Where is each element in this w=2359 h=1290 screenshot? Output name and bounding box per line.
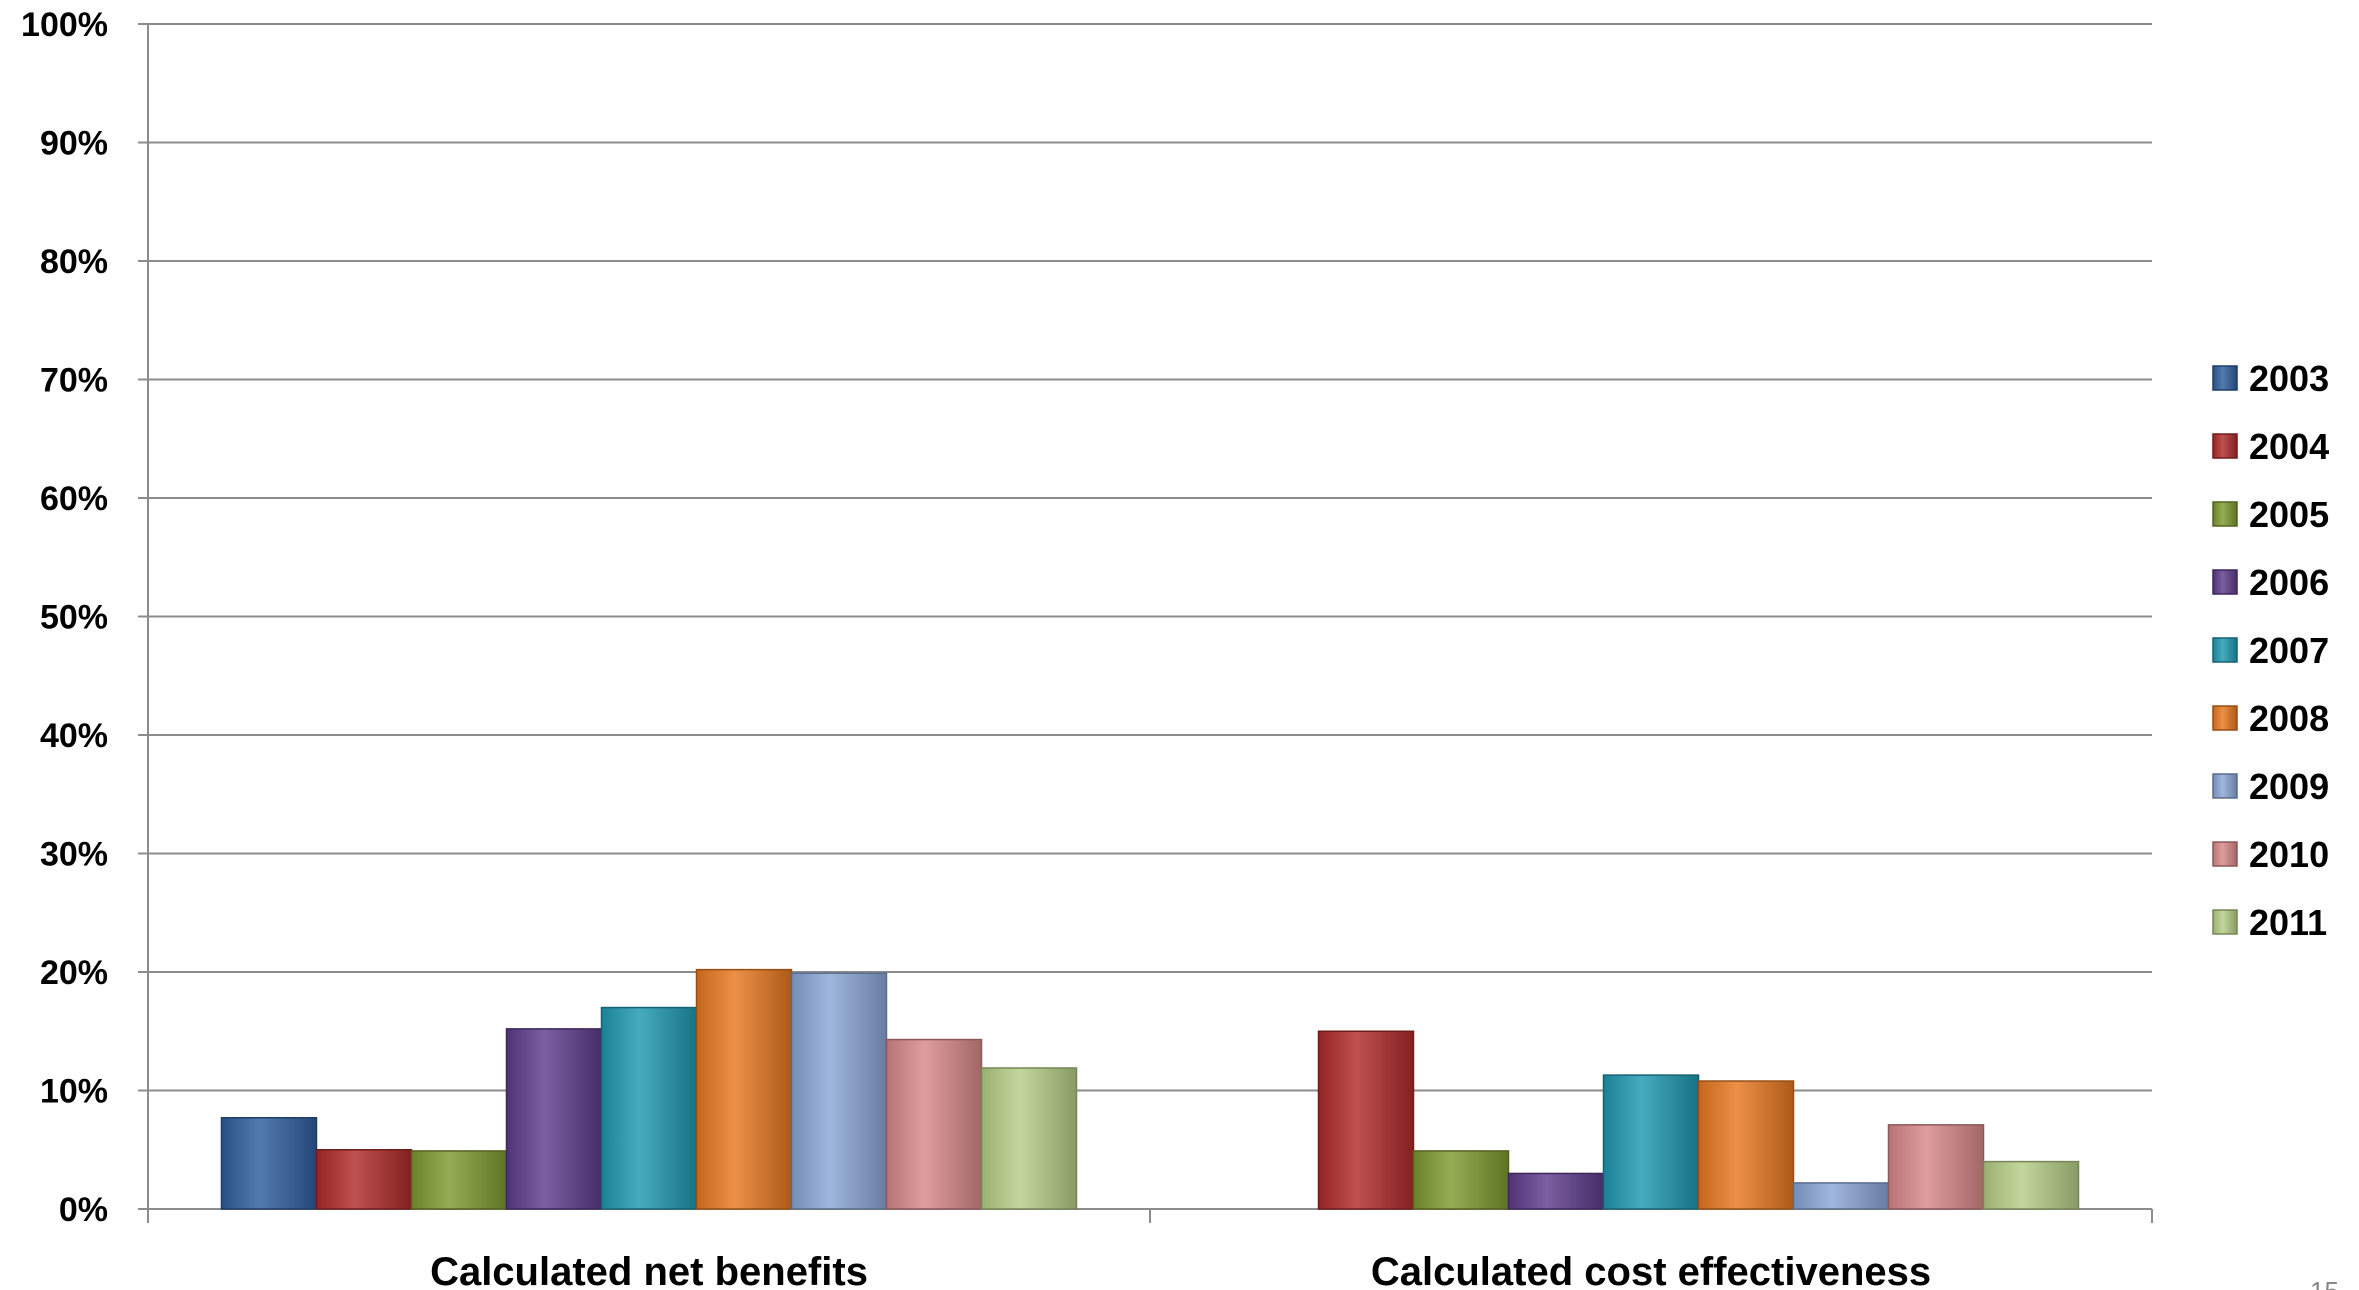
legend-label-2009: 2009 (2249, 766, 2329, 807)
legend-swatch-2010 (2212, 841, 2238, 867)
legend-swatch-2006 (2212, 569, 2238, 595)
y-tick-label: 40% (40, 717, 108, 755)
y-tick-labels: 0% 10% 20% 30% 40% 50% 60% 70% 80% 90% 100% (21, 6, 108, 1229)
legend-label-2003: 2003 (2249, 358, 2329, 399)
bar-2004-cost-effectiveness (1317, 1030, 1415, 1210)
legend-label-2011: 2011 (2249, 902, 2327, 943)
legend-label-2004: 2004 (2249, 426, 2329, 467)
y-tick-label: 80% (40, 243, 108, 281)
axes (138, 23, 2153, 1223)
legend-swatch-2011 (2212, 909, 2238, 935)
bar-2008-cost-effectiveness (1697, 1080, 1795, 1210)
category-label: Calculated net benefits (430, 1250, 868, 1290)
page-number: 15 (2310, 1276, 2339, 1290)
y-tick-label: 20% (40, 954, 108, 992)
y-tick-label: 50% (40, 599, 108, 637)
bar-2011-net-benefits (980, 1067, 1078, 1210)
y-tick-label: 70% (40, 362, 108, 400)
bar-2006-cost-effectiveness (1507, 1172, 1605, 1210)
legend-swatch-2009 (2212, 773, 2238, 799)
legend-label-2006: 2006 (2249, 562, 2329, 603)
bar-2005-net-benefits (410, 1150, 508, 1210)
legend-swatch-2008 (2212, 705, 2238, 731)
category-labels: Calculated net benefits Calculated cost e… (430, 1250, 1931, 1290)
bars (220, 968, 2080, 1210)
y-tick-label: 60% (40, 480, 108, 518)
gridlines (148, 23, 2152, 1210)
bar-2004-net-benefits (315, 1149, 413, 1210)
bar-2010-cost-effectiveness (1887, 1124, 1985, 1210)
category-label: Calculated cost effectiveness (1371, 1250, 1931, 1290)
y-tick-label: 90% (40, 125, 108, 163)
bar-2010-net-benefits (885, 1038, 983, 1210)
y-tick-label: 30% (40, 836, 108, 874)
bar-2007-net-benefits (600, 1006, 698, 1210)
legend-swatch-2003 (2212, 365, 2238, 391)
bar-2008-net-benefits (695, 968, 793, 1210)
bar-2005-cost-effectiveness (1412, 1150, 1510, 1210)
legend-label-2008: 2008 (2249, 698, 2329, 739)
bar-2009-cost-effectiveness (1792, 1182, 1890, 1210)
bar-2007-cost-effectiveness (1602, 1074, 1700, 1210)
legend-label-2007: 2007 (2249, 630, 2329, 671)
y-tick-label: 100% (21, 6, 108, 44)
bar-2006-net-benefits (505, 1028, 603, 1210)
legend: 2003 2004 2005 2006 2007 2008 2009 2010 2011 (2212, 358, 2329, 943)
bar-2009-net-benefits (790, 972, 888, 1210)
legend-swatch-2005 (2212, 501, 2238, 527)
legend-swatch-2004 (2212, 433, 2238, 459)
bar-2003-net-benefits (220, 1117, 318, 1210)
y-tick-label: 0% (59, 1191, 108, 1229)
bar-2011-cost-effectiveness (1982, 1160, 2080, 1210)
legend-label-2005: 2005 (2249, 494, 2329, 535)
legend-swatch-2007 (2212, 637, 2238, 663)
legend-label-2010: 2010 (2249, 834, 2329, 875)
y-tick-label: 10% (40, 1073, 108, 1111)
